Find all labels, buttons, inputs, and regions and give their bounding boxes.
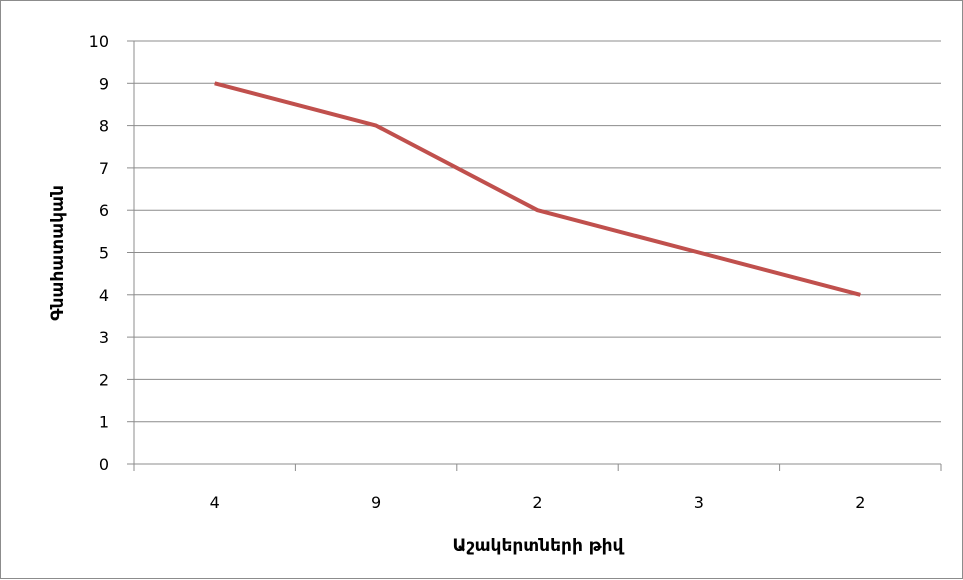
y-tick-label: 6 xyxy=(99,201,109,220)
series-line-0 xyxy=(214,81,861,297)
y-tick-label: 3 xyxy=(99,328,109,347)
y-tick-label: 1 xyxy=(99,413,109,432)
y-tick-label: 10 xyxy=(89,32,109,51)
x-tick-label: 2 xyxy=(532,493,542,512)
y-axis-ticks: 0 1 2 3 4 5 6 7 8 9 10 xyxy=(89,32,134,474)
x-tick-label: 9 xyxy=(371,493,381,512)
data-point xyxy=(537,209,538,211)
y-axis-title: Գնահատական xyxy=(48,185,68,321)
y-tick-label: 0 xyxy=(99,455,109,474)
x-axis-title: Աշակերտների թիվ xyxy=(453,536,625,556)
y-tick-label: 8 xyxy=(99,117,109,136)
x-tick-label: 4 xyxy=(210,493,220,512)
data-point xyxy=(375,125,377,127)
y-tick-label: 2 xyxy=(99,370,109,389)
x-axis: 4 9 2 3 2 xyxy=(133,41,942,512)
y-tick-label: 4 xyxy=(99,286,109,305)
y-tick-label: 9 xyxy=(99,74,109,93)
data-point xyxy=(214,82,216,84)
y-tick-label: 5 xyxy=(99,244,109,263)
y-tick-label: 7 xyxy=(99,159,109,178)
data-point xyxy=(698,252,700,253)
data-point xyxy=(859,294,861,296)
x-tick-label: 2 xyxy=(855,493,865,512)
series-group xyxy=(214,81,861,297)
gridlines xyxy=(134,40,941,423)
x-tick-label: 3 xyxy=(694,493,704,512)
